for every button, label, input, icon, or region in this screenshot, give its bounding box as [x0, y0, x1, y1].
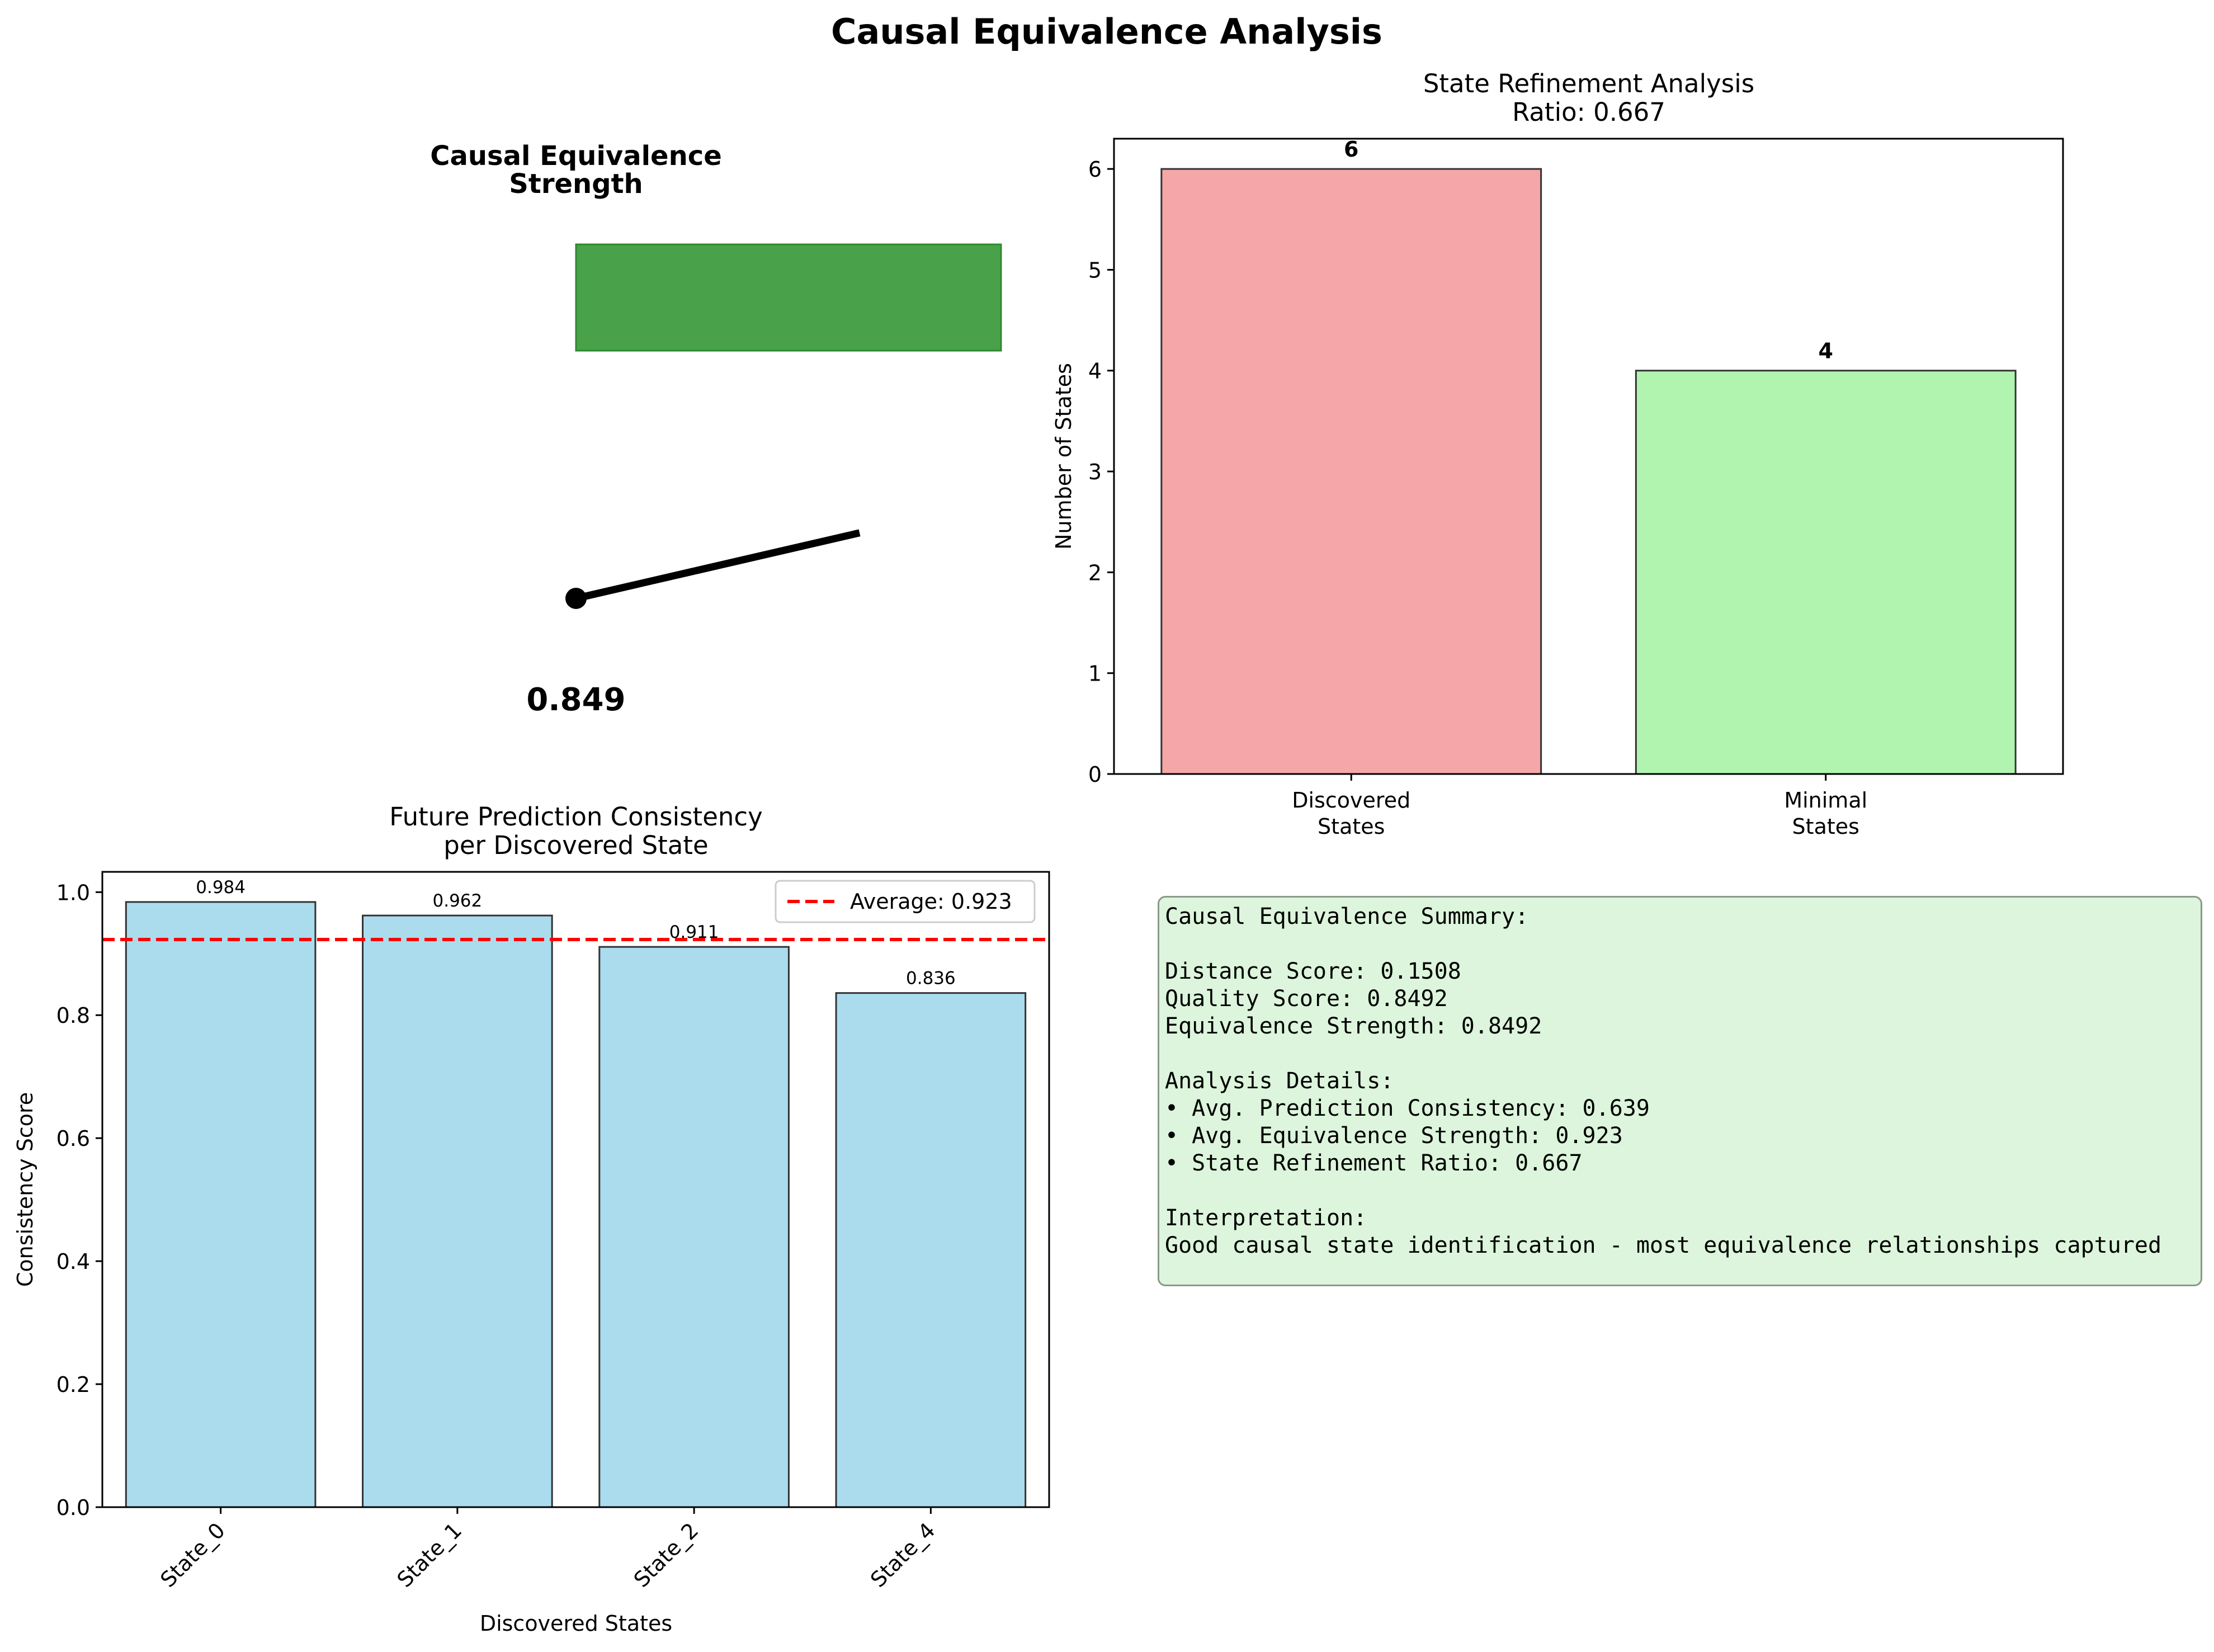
- summary-line: Quality Score: 0.8492: [1165, 986, 1448, 1012]
- consistency-x-tick-label: State_1: [392, 1518, 466, 1592]
- refinement-y-tick-label: 2: [1088, 560, 1102, 585]
- refinement-y-axis-label: Number of States: [1051, 363, 1076, 550]
- refinement-bar: [1160, 168, 1542, 775]
- consistency-bar: [598, 946, 790, 1508]
- summary-line: [1165, 931, 2195, 958]
- refinement-y-tick-label: 3: [1088, 460, 1102, 484]
- consistency-x-ticks: State_0 State_1 State_2 State_4: [155, 1507, 940, 1592]
- summary-line: Interpretation:: [1165, 1205, 1367, 1231]
- refinement-bar-value-label: 6: [1344, 137, 1358, 162]
- consistency-plot-frame: [101, 871, 1050, 1508]
- consistency-y-tick-label: 1.0: [56, 880, 90, 905]
- summary-box: Causal Equivalence Summary: Distance Scor…: [1158, 896, 2202, 1286]
- consistency-chart-title: Future Prediction Consistency per Discove…: [389, 802, 763, 860]
- refinement-y-tick-label: 0: [1088, 762, 1102, 787]
- consistency-bar-value-label: 0.836: [906, 969, 956, 989]
- consistency-y-tick-label: 0.0: [56, 1495, 90, 1520]
- consistency-bar-value-label: 0.984: [196, 877, 246, 898]
- refinement-x-tick-label: Minimal States: [1784, 788, 1867, 839]
- refinement-bars: 64: [1160, 137, 2017, 775]
- consistency-bar: [125, 901, 317, 1508]
- gauge-title: Causal Equivalence Strength: [430, 140, 722, 200]
- refinement-y-tick-label: 4: [1088, 359, 1102, 384]
- refinement-bar: [1635, 370, 2017, 775]
- consistency-y-axis-label: Consistency Score: [13, 1092, 37, 1287]
- gauge-pivot: [565, 588, 587, 609]
- summary-line: Causal Equivalence Summary:: [1165, 904, 1529, 929]
- consistency-bar-value-label: 0.962: [433, 891, 483, 911]
- summary-line: [1165, 1040, 2195, 1068]
- consistency-bar: [362, 914, 553, 1508]
- refinement-chart-title: State Refinement Analysis Ratio: 0.667: [1423, 69, 1754, 127]
- summary-line: Analysis Details:: [1165, 1068, 1394, 1094]
- consistency-x-axis-label: Discovered States: [480, 1611, 672, 1636]
- gauge-needle: [575, 529, 861, 602]
- summary-line: • State Refinement Ratio: 0.667: [1165, 1150, 1583, 1176]
- refinement-bar-value-label: 4: [1819, 339, 1833, 364]
- consistency-y-tick-label: 0.4: [56, 1249, 90, 1274]
- gauge-bar: [575, 243, 1002, 352]
- consistency-x-tick-label: State_0: [155, 1518, 230, 1592]
- consistency-x-tick-label: State_4: [866, 1518, 940, 1592]
- refinement-y-ticks: 0 1 2 3 4 5 6: [1088, 157, 1114, 787]
- summary-line: [1165, 1177, 2195, 1205]
- consistency-y-ticks: 0.0 0.2 0.4 0.6 0.8 1.0: [56, 880, 102, 1520]
- consistency-chart: Future Prediction Consistency per Discove…: [13, 802, 1050, 1636]
- state-refinement-chart: State Refinement Analysis Ratio: 0.667 64…: [1051, 69, 2064, 839]
- summary-line: • Avg. Equivalence Strength: 0.923: [1165, 1123, 1623, 1149]
- refinement-x-ticks: Discovered States Minimal States: [1292, 774, 1867, 839]
- refinement-y-tick-label: 5: [1088, 258, 1102, 282]
- legend-average-label: Average: 0.923: [850, 889, 1012, 914]
- refinement-y-tick-label: 6: [1088, 157, 1102, 182]
- gauge-panel: Causal Equivalence Strength 0.849: [430, 140, 1002, 718]
- legend: Average: 0.923: [775, 880, 1036, 923]
- refinement-x-tick-label: Discovered States: [1292, 788, 1410, 839]
- refinement-y-tick-label: 1: [1088, 662, 1102, 686]
- consistency-bar: [835, 992, 1027, 1508]
- consistency-y-tick-label: 0.2: [56, 1372, 90, 1397]
- consistency-y-tick-label: 0.8: [56, 1003, 90, 1028]
- refinement-plot-frame: [1113, 138, 2064, 775]
- consistency-y-tick-label: 0.6: [56, 1126, 90, 1151]
- legend-box: [775, 880, 1036, 923]
- consistency-x-tick-label: State_2: [629, 1518, 704, 1592]
- summary-line: Good causal state identification - most …: [1165, 1233, 2162, 1258]
- summary-line: • Avg. Prediction Consistency: 0.639: [1165, 1096, 1650, 1121]
- summary-line: Distance Score: 0.1508: [1165, 959, 1461, 984]
- summary-line: Equivalence Strength: 0.8492: [1165, 1013, 1542, 1039]
- figure-title: Causal Equivalence Analysis: [831, 11, 1382, 52]
- gauge-value-label: 0.849: [526, 682, 625, 718]
